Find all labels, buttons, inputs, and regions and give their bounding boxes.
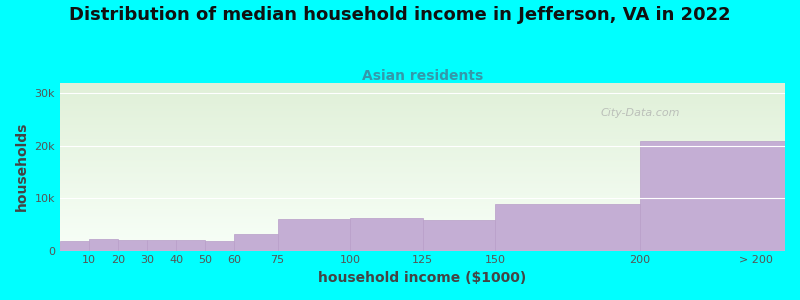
Text: Distribution of median household income in Jefferson, VA in 2022: Distribution of median household income …	[69, 6, 731, 24]
Bar	[176, 240, 205, 250]
Bar	[60, 241, 89, 250]
Bar	[278, 219, 350, 250]
Bar	[640, 141, 785, 250]
Bar	[495, 205, 640, 250]
Y-axis label: households: households	[15, 122, 29, 212]
Title: Asian residents: Asian residents	[362, 69, 483, 83]
Bar	[350, 218, 422, 250]
Bar	[234, 234, 278, 250]
Bar	[205, 241, 234, 250]
Bar	[89, 239, 118, 250]
Bar	[422, 220, 495, 250]
X-axis label: household income ($1000): household income ($1000)	[318, 271, 526, 285]
Text: City-Data.com: City-Data.com	[600, 108, 680, 118]
Bar	[118, 240, 147, 250]
Bar	[147, 240, 176, 250]
